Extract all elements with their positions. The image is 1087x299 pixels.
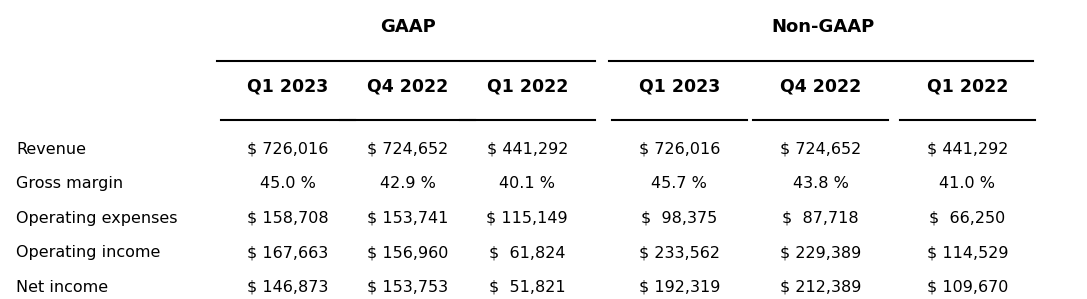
Text: Operating expenses: Operating expenses (16, 211, 178, 226)
Text: $ 115,149: $ 115,149 (486, 211, 569, 226)
Text: Q4 2022: Q4 2022 (367, 78, 448, 96)
Text: $ 212,389: $ 212,389 (780, 280, 861, 295)
Text: Revenue: Revenue (16, 142, 86, 157)
Text: $ 229,389: $ 229,389 (780, 245, 861, 260)
Text: $ 441,292: $ 441,292 (487, 142, 567, 157)
Text: Non-GAAP: Non-GAAP (772, 18, 875, 36)
Text: 41.0 %: 41.0 % (939, 176, 996, 191)
Text: 43.8 %: 43.8 % (792, 176, 849, 191)
Text: 45.7 %: 45.7 % (651, 176, 708, 191)
Text: $ 114,529: $ 114,529 (927, 245, 1008, 260)
Text: $  51,821: $ 51,821 (489, 280, 565, 295)
Text: $ 156,960: $ 156,960 (367, 245, 448, 260)
Text: $ 146,873: $ 146,873 (248, 280, 328, 295)
Text: $ 153,753: $ 153,753 (367, 280, 448, 295)
Text: $  61,824: $ 61,824 (489, 245, 565, 260)
Text: GAAP: GAAP (379, 18, 436, 36)
Text: Operating income: Operating income (16, 245, 161, 260)
Text: 42.9 %: 42.9 % (379, 176, 436, 191)
Text: Q1 2022: Q1 2022 (927, 78, 1008, 96)
Text: $ 724,652: $ 724,652 (780, 142, 861, 157)
Text: Net income: Net income (16, 280, 109, 295)
Text: $ 724,652: $ 724,652 (367, 142, 448, 157)
Text: $ 441,292: $ 441,292 (927, 142, 1008, 157)
Text: 45.0 %: 45.0 % (260, 176, 316, 191)
Text: $ 233,562: $ 233,562 (639, 245, 720, 260)
Text: Q1 2023: Q1 2023 (639, 78, 720, 96)
Text: $ 153,741: $ 153,741 (367, 211, 448, 226)
Text: $ 726,016: $ 726,016 (639, 142, 720, 157)
Text: $ 167,663: $ 167,663 (248, 245, 328, 260)
Text: 40.1 %: 40.1 % (499, 176, 555, 191)
Text: Q1 2022: Q1 2022 (487, 78, 567, 96)
Text: Q1 2023: Q1 2023 (248, 78, 328, 96)
Text: $ 192,319: $ 192,319 (639, 280, 720, 295)
Text: Gross margin: Gross margin (16, 176, 124, 191)
Text: $  98,375: $ 98,375 (641, 211, 717, 226)
Text: Q4 2022: Q4 2022 (780, 78, 861, 96)
Text: $ 158,708: $ 158,708 (247, 211, 329, 226)
Text: $  66,250: $ 66,250 (929, 211, 1005, 226)
Text: $  87,718: $ 87,718 (783, 211, 859, 226)
Text: $ 726,016: $ 726,016 (248, 142, 328, 157)
Text: $ 109,670: $ 109,670 (927, 280, 1008, 295)
